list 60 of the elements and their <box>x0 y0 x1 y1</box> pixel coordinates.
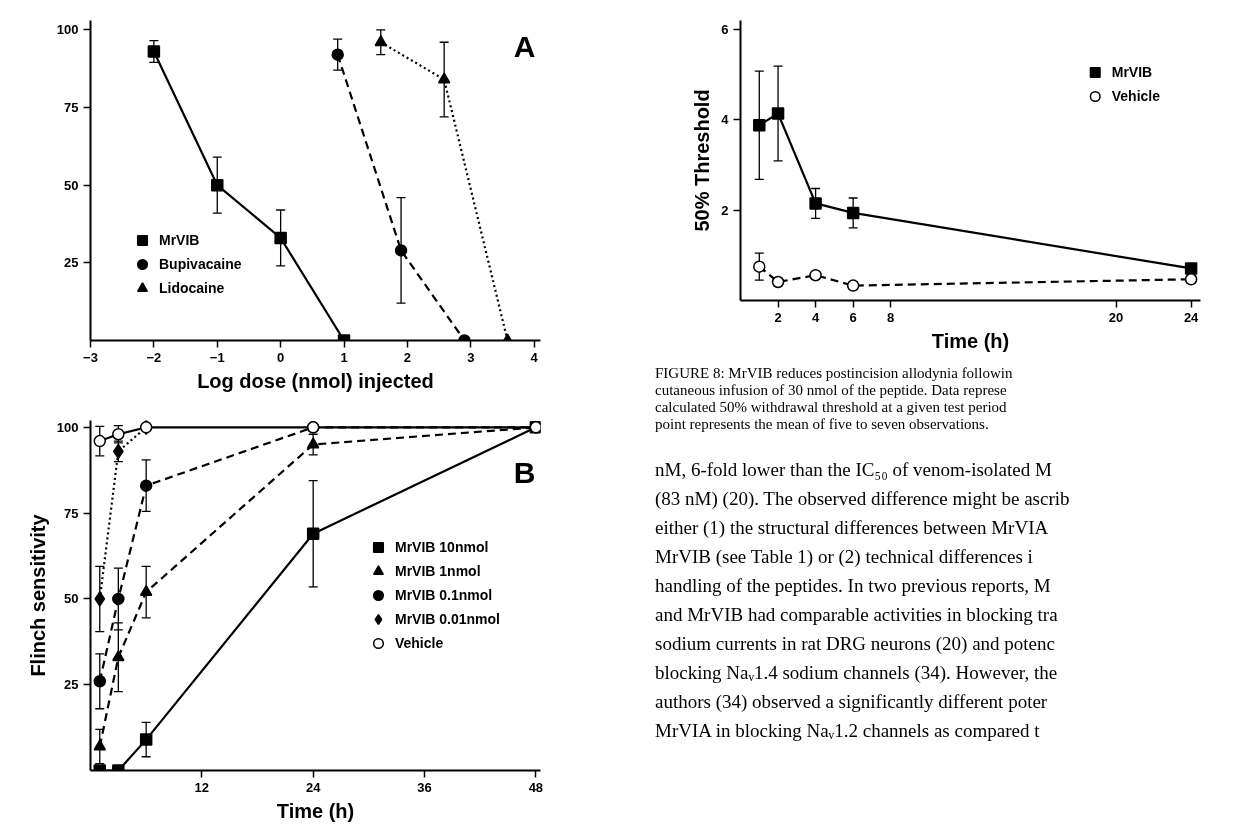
x-tick-label: 1 <box>340 349 348 365</box>
legend-label: Bupivacaine <box>159 256 242 272</box>
legend-label: Lidocaine <box>159 280 225 296</box>
y-tick-label: 75 <box>64 99 79 115</box>
y-tick-label: 6 <box>721 22 729 38</box>
y-tick-label: 100 <box>56 419 79 435</box>
x-axis-title: Time (h) <box>276 799 355 822</box>
x-tick-label: 3 <box>467 349 475 365</box>
text: MrVIB (see Table 1) or (2) technical differences i <box>655 546 1033 567</box>
x-axis-title: Log dose (nmol) injected <box>197 369 434 392</box>
x-tick-label: 20 <box>1108 309 1124 325</box>
x-tick-label: −1 <box>209 349 225 365</box>
x-tick-label: 6 <box>849 309 857 325</box>
x-tick-label: 24 <box>305 779 322 795</box>
y-tick-label: 25 <box>64 677 79 693</box>
x-tick-label: 12 <box>194 779 210 795</box>
text: MrVIA in blocking Naᵥ1.2 channels as compared t <box>655 720 1040 741</box>
legend-label: MrVIB 1nmol <box>394 563 481 579</box>
x-tick-label: 2 <box>403 349 412 365</box>
x-tick-label: 48 <box>528 779 544 795</box>
y-tick-label: 2 <box>721 202 729 218</box>
x-tick-label: −2 <box>146 349 162 365</box>
y-tick-label: 75 <box>64 505 79 521</box>
y-tick-label: 25 <box>64 255 79 271</box>
x-tick-label: 0 <box>277 349 285 365</box>
x-tick-label: −3 <box>83 349 98 365</box>
y-tick-label: 50 <box>64 591 79 607</box>
x-tick-label: 2 <box>774 309 782 325</box>
legend-label: MrVIB <box>1111 64 1153 80</box>
x-tick-label: 36 <box>417 779 432 795</box>
annotation: A <box>513 30 536 64</box>
text: blocking Naᵥ1.4 sodium channels (34). However, the <box>655 662 1058 683</box>
x-tick-label: 4 <box>811 309 820 325</box>
x-tick-label: 24 <box>1183 309 1200 325</box>
x-tick-label: 4 <box>530 349 539 365</box>
text: either (1) the structural differences between MrVIA <box>655 517 1049 538</box>
caption: FIGURE 8: MrVIB reduces postincision allodynia followin <box>655 365 1013 381</box>
text: nM, 6-fold lower than the IC₅₀ of venom-isolated M <box>655 459 1052 480</box>
x-axis-title: Time (h) <box>931 329 1010 352</box>
legend-label: Vehicle <box>394 635 444 651</box>
text: point represents the mean of five to seven observations. <box>655 416 989 432</box>
y-tick-label: 100 <box>56 22 79 38</box>
text: handling of the peptides. In two previous reports, M <box>655 575 1051 596</box>
y-axis-title: Flinch sensitivity <box>26 513 49 677</box>
legend-label: MrVIB 10nmol <box>394 539 489 555</box>
y-tick-label: 50 <box>64 177 79 193</box>
legend-label: MrVIB 0.1nmol <box>394 587 493 603</box>
text: cutaneous infusion of 30 nmol of the peptide. Data represe <box>655 382 1007 398</box>
legend-label: MrVIB <box>159 232 200 248</box>
text: sodium currents in rat DRG neurons (20) and potenc <box>655 633 1055 654</box>
annotation: B <box>513 455 536 489</box>
text: (83 nM) (20). The observed difference might be ascrib <box>655 488 1070 509</box>
legend-label: MrVIB 0.01nmol <box>394 611 500 627</box>
text: and MrVIB had comparable activities in blocking tra <box>655 604 1058 625</box>
y-axis-title: 50% Threshold <box>691 89 714 232</box>
text: calculated 50% withdrawal threshold at a given test period <box>655 399 1007 415</box>
y-tick-label: 4 <box>721 112 730 128</box>
x-tick-label: 8 <box>887 309 895 325</box>
text: authors (34) observed a significantly different poter <box>655 691 1048 712</box>
legend-label: Vehicle <box>1111 88 1160 104</box>
